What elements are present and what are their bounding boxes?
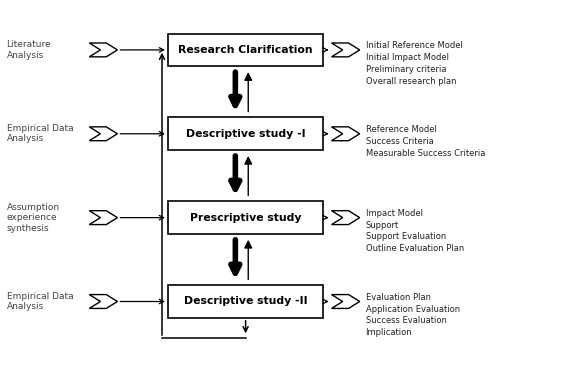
Text: Prescriptive study: Prescriptive study: [190, 213, 302, 223]
Polygon shape: [89, 295, 118, 309]
Polygon shape: [89, 127, 118, 141]
FancyBboxPatch shape: [168, 34, 323, 66]
Polygon shape: [89, 211, 118, 225]
Text: Reference Model
Success Criteria
Measurable Success Criteria: Reference Model Success Criteria Measura…: [366, 125, 485, 158]
Text: Descriptive study -I: Descriptive study -I: [186, 129, 305, 139]
Text: Assumption
experience
synthesis: Assumption experience synthesis: [6, 203, 60, 232]
Polygon shape: [332, 211, 360, 225]
Polygon shape: [332, 295, 360, 309]
FancyBboxPatch shape: [168, 201, 323, 234]
Text: Literature
Analysis: Literature Analysis: [6, 40, 51, 60]
Text: Initial Reference Model
Initial Impact Model
Preliminary criteria
Overall resear: Initial Reference Model Initial Impact M…: [366, 41, 462, 86]
Text: Empirical Data
Analysis: Empirical Data Analysis: [6, 292, 73, 311]
Text: Impact Model
Support
Support Evaluation
Outline Evaluation Plan: Impact Model Support Support Evaluation …: [366, 209, 464, 253]
Polygon shape: [89, 43, 118, 57]
Polygon shape: [332, 43, 360, 57]
Text: Descriptive study -II: Descriptive study -II: [184, 296, 308, 306]
FancyBboxPatch shape: [168, 117, 323, 150]
Text: Research Clarification: Research Clarification: [178, 45, 313, 55]
Polygon shape: [332, 127, 360, 141]
Text: Evaluation Plan
Application Evaluation
Success Evaluation
Implication: Evaluation Plan Application Evaluation S…: [366, 293, 460, 337]
FancyBboxPatch shape: [168, 285, 323, 318]
Text: Empirical Data
Analysis: Empirical Data Analysis: [6, 124, 73, 143]
